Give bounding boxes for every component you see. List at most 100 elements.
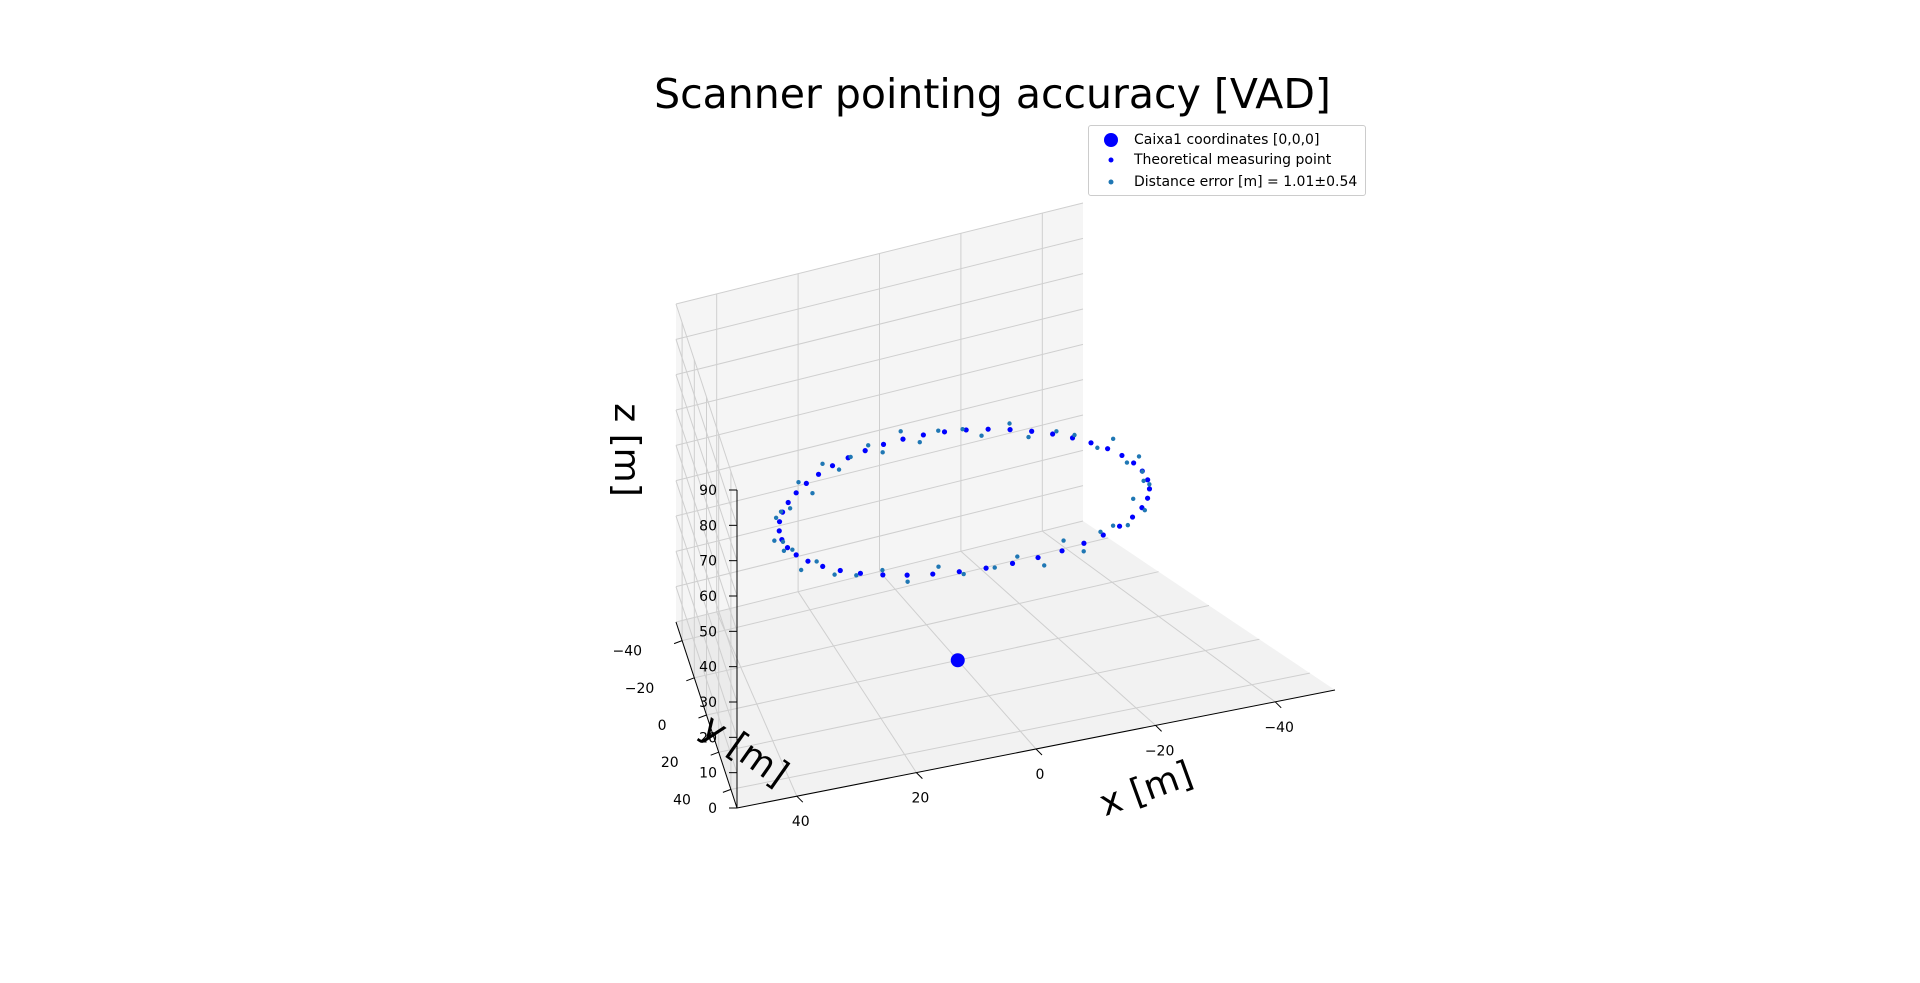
theoretical-point [1009,560,1016,566]
measured-point [880,450,885,455]
theoretical-point [1131,460,1137,466]
measured-point [832,572,837,577]
theoretical-point [1144,495,1151,501]
grid-line [675,409,738,597]
theoretical-point [1116,523,1123,529]
measured-point [814,559,819,564]
grid-line [718,638,1260,753]
theoretical-point [820,563,826,570]
y-tick-label: 40 [673,792,691,808]
measured-point [1131,496,1136,502]
theoretical-point [776,519,783,525]
theoretical-point [983,565,989,571]
z-tick-label: 50 [699,624,717,640]
theoretical-point [1059,548,1065,554]
tick-labels: −40 −20 0 20 40 −40 −20 0 20 40 0 10 20 30 40 50 60 70 80 9… [613,483,1294,830]
measured-point [960,426,965,432]
measured-point [790,547,795,552]
measured-point [1026,434,1031,440]
x-tick-label: −40 [1264,720,1294,736]
theoretical-point [920,432,926,438]
y-tick [673,640,683,645]
legend-entry-caixa1: Caixa1 coordinates [0,0,0] [1089,130,1365,150]
measured-point [1061,538,1066,543]
grid-line [675,515,738,703]
grid-line [675,551,738,738]
z-tick-label: 60 [699,589,717,605]
grid-line [675,414,1084,517]
tick-marks [673,489,1282,809]
large-dot-icon [1104,133,1118,147]
theoretical-point [793,490,799,496]
z-tick-label: 10 [699,766,717,782]
theoretical-point [805,558,811,564]
grid-line [675,308,1084,411]
theoretical-point [1050,431,1056,437]
theoretical-point [1081,540,1087,546]
measured-point [1147,482,1152,487]
measured-point [836,467,842,472]
z-tick-label: 40 [699,660,717,676]
measured-point [854,573,859,578]
grid-line [675,343,1084,446]
z-tick-label: 70 [699,554,717,570]
legend-entry-distance-error: Distance error [m] = 1.01±0.54 [1089,172,1365,192]
theoretical-point [904,572,910,578]
grid-line [730,672,1310,790]
theoretical-point [829,463,836,469]
y-tick-label: −40 [613,644,643,660]
theoretical-point [862,448,868,454]
theoretical-point [956,569,962,575]
y-tick-label: 20 [661,755,679,771]
y-tick [710,751,719,756]
grid-line [675,485,1084,588]
x-tick [1035,748,1043,756]
measured-point [1054,429,1059,434]
theoretical-point [803,480,809,486]
grid-line [675,379,1084,482]
legend: Caixa1 coordinates [0,0,0] Theoretical m… [1088,125,1366,196]
x-axis-title: x [m] [1094,754,1198,825]
grid-line [675,339,738,526]
grid-line [675,237,1084,340]
x-tick-label: −20 [1145,743,1175,759]
grid-line [675,374,738,561]
legend-label: Distance error [m] = 1.01±0.54 [1134,174,1358,190]
y-tick [698,714,707,719]
caixa1-point [950,653,965,668]
theoretical-point [1145,477,1151,483]
measured-point [936,428,941,433]
measured-point [1110,523,1116,528]
theoretical-point [963,427,969,433]
measured-point [1095,445,1100,450]
floor-pane [676,521,1335,808]
grid-line [675,273,1084,376]
theoretical-point [793,552,799,558]
measured-point [810,491,815,496]
legend-entry-theoretical: Theoretical measuring point [1089,150,1365,170]
measured-point [936,564,941,569]
x-tick [796,795,804,803]
grid-line [675,202,1084,305]
x-tick-label: 20 [911,791,929,807]
grid-line [694,571,1159,679]
measured-point [1124,460,1130,465]
theoretical-point [1007,427,1013,433]
measured-point [773,515,779,520]
data-points [772,421,1153,668]
measured-point [979,433,984,438]
z-tick-label: 0 [708,801,717,817]
theoretical-point [1119,452,1125,459]
x-tick [1155,725,1162,732]
measured-point [848,454,853,460]
measured-point [1007,421,1012,426]
measured-point [820,461,825,467]
theoretical-point [900,436,906,442]
measured-point [1136,454,1142,459]
measured-point [1142,507,1148,513]
legend-label: Theoretical measuring point [1134,152,1332,168]
theoretical-point [880,441,887,447]
y-tick-label: 0 [658,718,667,734]
z-tick-label: 30 [699,695,717,711]
